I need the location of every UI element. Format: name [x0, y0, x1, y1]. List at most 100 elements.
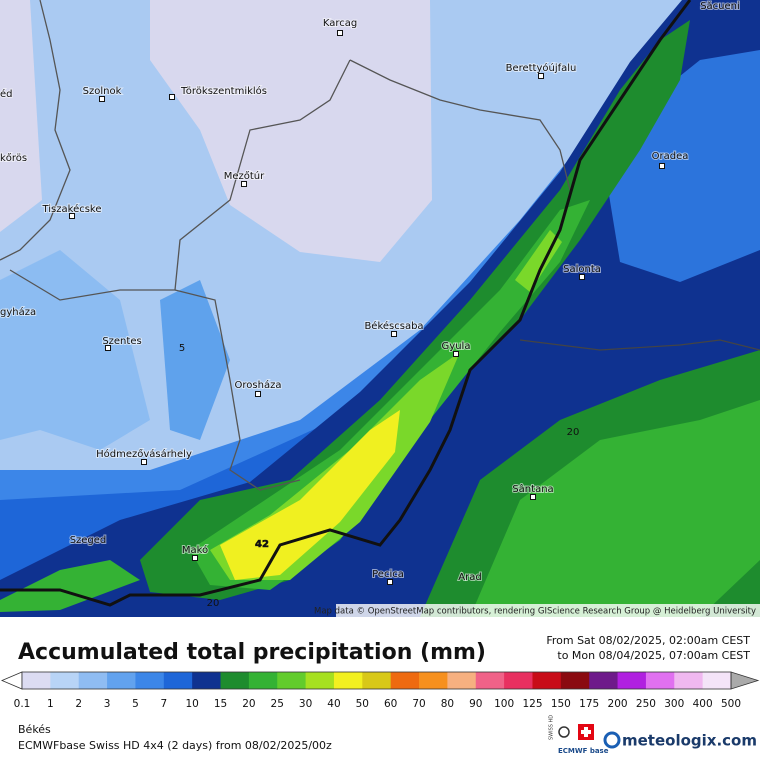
- legend-label: 40: [327, 698, 340, 710]
- legend-swatch: [163, 672, 193, 689]
- precip-area: [0, 250, 150, 450]
- legend-label: 175: [579, 698, 599, 710]
- legend-swatch: [532, 672, 562, 689]
- legend-swatch: [362, 672, 392, 689]
- legend-label: 20: [242, 698, 255, 710]
- legend-swatch: [78, 672, 108, 689]
- city-label: Békéscsaba: [364, 320, 423, 332]
- legend-label: 70: [412, 698, 425, 710]
- legend-arrow-low: [0, 671, 23, 690]
- city-marker: [659, 163, 665, 169]
- badge-icon: [558, 726, 570, 738]
- legend-label: 500: [721, 698, 741, 710]
- city-label: kőrös: [0, 152, 27, 164]
- precip-area: [190, 200, 590, 590]
- city-label: Orosháza: [235, 379, 282, 391]
- legend-label: 300: [664, 698, 684, 710]
- legend-swatch: [220, 672, 250, 689]
- brand: meteologix.com: [622, 732, 757, 750]
- legend-arrow-high: [730, 671, 760, 690]
- legend-label: 3: [104, 698, 111, 710]
- city-marker: [192, 555, 198, 561]
- legend-swatch: [135, 672, 165, 689]
- legend-swatch: [504, 672, 533, 689]
- precip-area: [160, 280, 230, 440]
- county-border: [0, 0, 71, 261]
- city-marker: [105, 345, 111, 351]
- city-label: Oradea: [652, 151, 689, 162]
- contour-label: 5: [179, 343, 185, 354]
- city-label: Pecica: [372, 569, 404, 580]
- city-label: Gyula: [442, 341, 471, 352]
- model-info: ECMWFbase Swiss HD 4x4 (2 days) from 08/…: [18, 739, 332, 752]
- legend-swatch: [277, 672, 307, 689]
- map: Map data © OpenStreetMap contributors, r…: [0, 0, 760, 617]
- legend-label: 150: [551, 698, 571, 710]
- legend-swatch: [560, 672, 590, 689]
- legend-swatch: [390, 672, 420, 689]
- legend-swatch: [645, 672, 675, 689]
- city-labels: Karcag Săcueni Berettyóújfalu Szolnok Töröks…: [0, 0, 741, 585]
- city-marker: [391, 331, 397, 337]
- precip-area: [470, 400, 760, 617]
- city-label: Tiszakécske: [41, 203, 101, 215]
- city-label: Hódmezővásárhely: [96, 448, 192, 460]
- legend-label: 15: [214, 698, 227, 710]
- legend-label: 200: [608, 698, 628, 710]
- legend-swatch: [702, 672, 732, 689]
- precip-area: [0, 0, 42, 232]
- legend-label: 1: [47, 698, 54, 710]
- city-marker: [453, 351, 459, 357]
- city-label: Törökszentmiklós: [180, 85, 267, 97]
- county-border: [174, 289, 301, 491]
- badge: SWISS HD ECMWF base: [549, 715, 609, 755]
- city-marker: [579, 274, 585, 280]
- legend-swatch: [22, 672, 51, 689]
- city-label: Mezőtúr: [224, 170, 265, 182]
- city-label: gyháza: [0, 306, 36, 318]
- legend-swatch: [617, 672, 647, 689]
- legend-label: 250: [636, 698, 656, 710]
- legend-label: 5: [132, 698, 139, 710]
- city-label: Salonta: [563, 264, 601, 275]
- period-from: From Sat 08/02/2025, 02:00am CEST: [546, 634, 750, 647]
- city-label: éd: [0, 88, 13, 100]
- city-label: Szentes: [102, 336, 141, 347]
- legend-swatch: [305, 672, 335, 689]
- legend-swatch: [248, 672, 278, 689]
- legend-swatch: [447, 672, 477, 689]
- city-marker: [169, 94, 175, 100]
- city-label: Makó: [182, 544, 208, 556]
- city-label: Berettyóújfalu: [506, 62, 577, 74]
- city-marker: [255, 391, 261, 397]
- legend-label: 60: [384, 698, 397, 710]
- title: Accumulated total precipitation (mm): [18, 640, 486, 665]
- precip-area: [220, 410, 400, 580]
- contour-label: 20: [207, 598, 220, 609]
- brand-logo: [603, 731, 621, 749]
- country-border: [0, 0, 692, 607]
- precip-area: [515, 230, 562, 292]
- city-marker: [141, 459, 147, 465]
- region: Békés: [18, 723, 51, 736]
- city-label: Sântana: [512, 483, 553, 495]
- city-marker: [241, 181, 247, 187]
- city-label: Săcueni: [700, 1, 740, 12]
- legend-swatch: [475, 672, 505, 689]
- attribution-bg: [336, 604, 760, 617]
- legend-swatch: [107, 672, 136, 689]
- badge-bottom: ECMWF base: [558, 747, 609, 755]
- contour-label: 20: [567, 427, 580, 438]
- legend-swatch: [419, 672, 448, 689]
- legend-label: 25: [271, 698, 284, 710]
- period-to: to Mon 08/04/2025, 07:00am CEST: [557, 649, 750, 662]
- city-label: Arad: [458, 572, 481, 583]
- attribution: Map data © OpenStreetMap contributors, r…: [314, 607, 756, 617]
- legend-swatch: [50, 672, 80, 689]
- city-marker: [530, 494, 536, 500]
- legend-label: 400: [693, 698, 713, 710]
- legend-label: 0.1: [14, 698, 31, 710]
- precip-area: [0, 560, 140, 612]
- badge-top: SWISS HD: [549, 715, 555, 740]
